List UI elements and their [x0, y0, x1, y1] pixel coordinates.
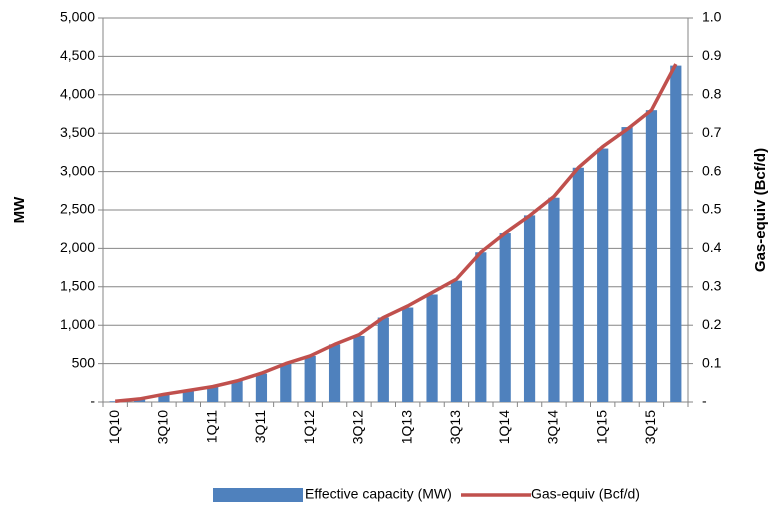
bar: [450, 280, 463, 402]
bar: [523, 215, 536, 402]
y2-tick-label: 1.0: [702, 9, 722, 25]
bar: [207, 386, 219, 402]
x-tick-label: 1Q15: [593, 410, 609, 444]
bar: [304, 355, 316, 402]
x-tick-label: 1Q12: [301, 410, 317, 444]
y-tick-label: 1,500: [60, 278, 95, 294]
line: [115, 63, 678, 403]
y-tick-label: 4,000: [60, 86, 95, 102]
bar: [158, 394, 170, 402]
bar: [377, 317, 389, 402]
legend-swatch: [213, 488, 303, 502]
x-tick-label: 1Q11: [203, 410, 219, 443]
y-axis-label: MW: [11, 196, 28, 223]
bar: [670, 65, 682, 402]
x-tick-label: 3Q11: [252, 410, 268, 443]
y2-tick-label: 0.7: [702, 124, 722, 140]
y2-tick-label: 0.5: [702, 201, 722, 217]
y-tick-label: 500: [72, 354, 96, 370]
y2-axis-label: Gas-equiv (Bcf/d): [752, 148, 769, 272]
bar: [645, 110, 658, 402]
legend-label: Gas-equiv (Bcf/d): [531, 486, 640, 502]
bar: [499, 233, 511, 402]
y-tick-label: 4,500: [60, 47, 95, 63]
bar: [255, 373, 268, 402]
y2-tick-label: 0.9: [702, 47, 722, 63]
y-tick-label: 2,000: [60, 239, 95, 255]
x-tick-label: 3Q14: [545, 410, 561, 444]
bar: [328, 344, 341, 402]
y2-tick-label: -: [702, 393, 707, 409]
x-tick-label: 3Q10: [155, 410, 171, 444]
y-tick-label: 1,000: [60, 316, 95, 332]
bar: [280, 363, 292, 402]
x-tick-label: 3Q15: [642, 410, 658, 444]
y-tick-label: 5,000: [60, 9, 95, 25]
bar: [597, 148, 609, 402]
y2-tick-label: 0.4: [702, 239, 722, 255]
bar: [475, 252, 487, 402]
bar: [621, 127, 633, 402]
bar: [182, 390, 194, 402]
legend-label: Effective capacity (MW): [305, 486, 452, 502]
bar: [402, 307, 414, 402]
y2-tick-label: 0.1: [702, 354, 722, 370]
bar: [231, 380, 243, 402]
y2-tick-label: 0.3: [702, 278, 722, 294]
bar: [426, 294, 438, 402]
bar: [353, 335, 365, 402]
y2-tick-label: 0.2: [702, 316, 722, 332]
y-tick-label: 3,000: [60, 162, 95, 178]
y2-tick-label: 0.6: [702, 162, 722, 178]
y-tick-label: -: [90, 393, 95, 409]
bar: [109, 401, 121, 402]
bar: [548, 197, 560, 402]
x-tick-label: 3Q12: [350, 410, 366, 444]
x-tick-label: 1Q10: [106, 410, 122, 444]
x-tick-label: 1Q13: [398, 410, 414, 444]
y-tick-label: 2,500: [60, 201, 95, 217]
y-tick-label: 3,500: [60, 124, 95, 140]
bar: [572, 167, 584, 402]
x-tick-label: 3Q13: [447, 410, 463, 444]
x-tick-label: 1Q14: [496, 410, 512, 444]
y2-tick-label: 0.8: [702, 86, 722, 102]
